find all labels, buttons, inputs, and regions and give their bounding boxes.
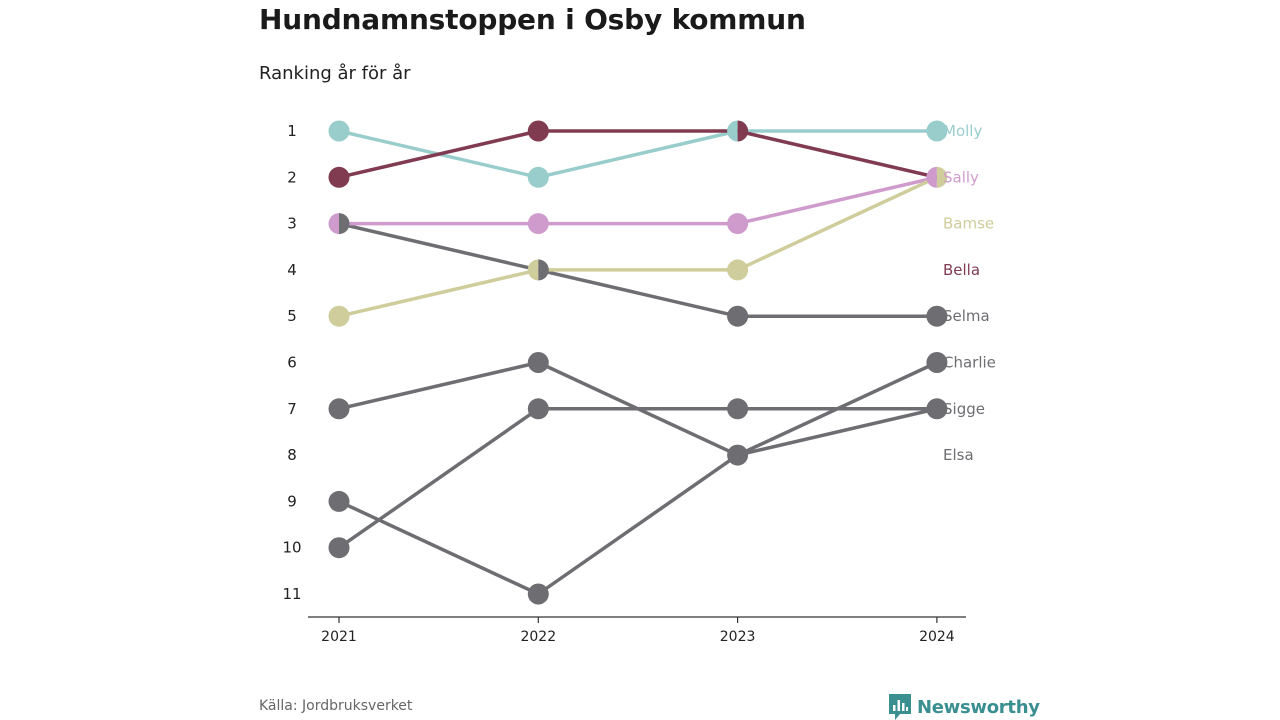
point-molly: [727, 120, 738, 142]
series-label-sally: Sally: [943, 168, 979, 186]
series-line-elsa: [337, 360, 939, 457]
point-molly: [527, 166, 549, 188]
point-charlie: [527, 583, 549, 605]
point-elsa: [328, 398, 350, 420]
point-selma: [727, 305, 749, 327]
point-bamse: [936, 166, 948, 188]
series-line-bamse: [337, 175, 939, 318]
series-line-charlie: [337, 360, 939, 596]
y-tick-label: 10: [282, 539, 301, 557]
point-sigge: [727, 398, 749, 420]
source-note: Källa: Jordbruksverket: [259, 698, 413, 714]
point-selma: [538, 259, 549, 281]
chart-subtitle: Ranking år för år: [259, 63, 411, 84]
series-line-molly: [337, 129, 939, 180]
y-tick-label: 9: [287, 492, 297, 510]
point-bella: [737, 120, 749, 142]
point-molly: [328, 120, 350, 142]
point-sally: [527, 213, 549, 235]
series-label-charlie: Charlie: [943, 354, 996, 372]
series-label-selma: Selma: [943, 307, 990, 325]
series-line-sally: [337, 175, 939, 226]
series-label-bamse: Bamse: [943, 215, 994, 233]
point-charlie: [727, 444, 749, 466]
y-tick-label: 8: [287, 446, 297, 464]
point-elsa: [527, 352, 549, 373]
point-bella: [328, 166, 350, 188]
point-sally: [926, 166, 937, 188]
point-selma: [926, 305, 948, 327]
chart-title: Hundnamnstoppen i Osby kommun: [259, 3, 806, 36]
point-selma: [339, 213, 350, 235]
brand-name: Newsworthy: [917, 696, 1040, 718]
brand-logo[interactable]: Newsworthy: [889, 694, 1040, 720]
point-bamse: [527, 259, 539, 281]
x-tick-label: 2024: [919, 629, 955, 645]
point-sigge: [527, 398, 549, 420]
series-label-bella: Bella: [943, 261, 980, 279]
series-label-molly: Molly: [943, 122, 982, 140]
x-tick-label: 2022: [520, 629, 556, 645]
point-molly: [926, 120, 948, 142]
series-label-sigge: Sigge: [943, 400, 985, 418]
x-tick-label: 2023: [720, 629, 756, 645]
point-sally: [727, 213, 749, 235]
series-line-bella: [337, 129, 939, 180]
y-tick-label: 2: [287, 168, 297, 186]
series-line-selma: [337, 221, 939, 318]
x-tick-label: 2021: [321, 629, 357, 645]
point-bella: [527, 120, 549, 142]
bar-chart-logo-icon: [889, 694, 911, 720]
point-sigge: [926, 398, 948, 420]
series-label-elsa: Elsa: [943, 446, 974, 464]
y-tick-label: 3: [287, 215, 297, 233]
y-tick-label: 11: [282, 585, 301, 603]
point-sally: [328, 213, 339, 235]
y-tick-label: 4: [287, 261, 297, 279]
point-charlie: [328, 490, 350, 512]
y-tick-label: 1: [287, 122, 297, 140]
y-tick-label: 5: [287, 307, 297, 325]
point-sigge: [328, 537, 350, 559]
point-bamse: [727, 259, 749, 281]
point-bamse: [328, 305, 350, 327]
y-tick-label: 7: [287, 400, 297, 418]
point-charlie: [926, 352, 948, 373]
y-tick-label: 6: [287, 354, 297, 372]
